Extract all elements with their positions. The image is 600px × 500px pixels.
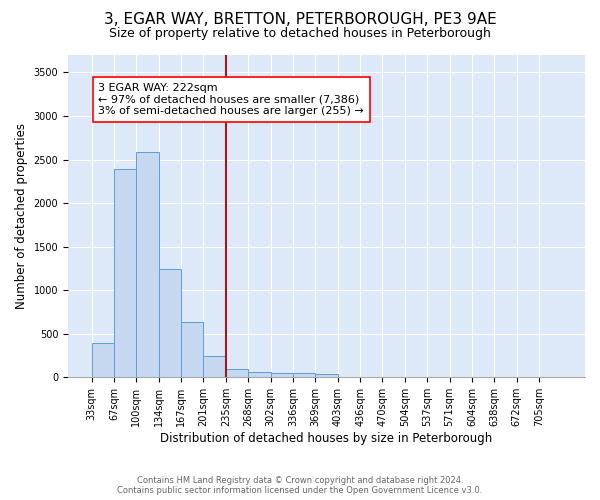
Text: Size of property relative to detached houses in Peterborough: Size of property relative to detached ho…	[109, 28, 491, 40]
Text: Contains HM Land Registry data © Crown copyright and database right 2024.
Contai: Contains HM Land Registry data © Crown c…	[118, 476, 482, 495]
Bar	[316, 374, 338, 378]
Bar	[248, 372, 271, 378]
Y-axis label: Number of detached properties: Number of detached properties	[15, 123, 28, 309]
Bar	[158, 270, 181, 378]
Text: 3 EGAR WAY: 222sqm
← 97% of detached houses are smaller (7,386)
3% of semi-detac: 3 EGAR WAY: 222sqm ← 97% of detached hou…	[98, 83, 364, 116]
X-axis label: Distribution of detached houses by size in Peterborough: Distribution of detached houses by size …	[160, 432, 493, 445]
Bar	[136, 152, 158, 378]
Bar	[226, 368, 248, 378]
Bar	[271, 372, 293, 378]
Bar	[92, 344, 114, 378]
Bar	[293, 373, 316, 378]
Bar	[114, 169, 136, 378]
Bar	[203, 356, 226, 378]
Text: 3, EGAR WAY, BRETTON, PETERBOROUGH, PE3 9AE: 3, EGAR WAY, BRETTON, PETERBOROUGH, PE3 …	[104, 12, 496, 28]
Bar	[181, 322, 203, 378]
